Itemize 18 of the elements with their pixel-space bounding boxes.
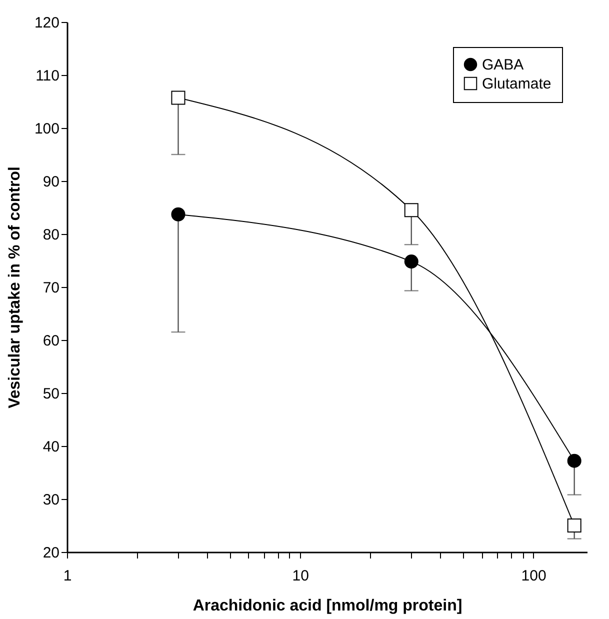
y-tick-label: 30: [42, 492, 60, 508]
y-tick-label: 40: [42, 438, 60, 456]
legend-label: Glutamate: [482, 76, 552, 92]
legend-label: GABA: [482, 56, 524, 74]
y-tick-label: 70: [42, 280, 60, 296]
y-axis-title: Vesicular uptake in % of control: [6, 166, 24, 408]
y-tick-label: 60: [42, 332, 60, 350]
x-axis-title: Arachidonic acid [nmol/mg protein]: [192, 598, 462, 614]
y-tick-label: 100: [34, 120, 60, 138]
y-tick-label: 80: [42, 226, 60, 244]
y-tick-label: 20: [42, 544, 60, 562]
y-tick-label: 120: [34, 14, 60, 32]
x-tick-label: 10: [292, 568, 309, 584]
y-tick-label: 110: [36, 68, 60, 84]
x-tick-label: 100: [521, 568, 546, 584]
x-tick-label: 1: [63, 568, 72, 584]
y-tick-label: 90: [42, 174, 60, 190]
y-tick-label: 50: [42, 386, 60, 402]
